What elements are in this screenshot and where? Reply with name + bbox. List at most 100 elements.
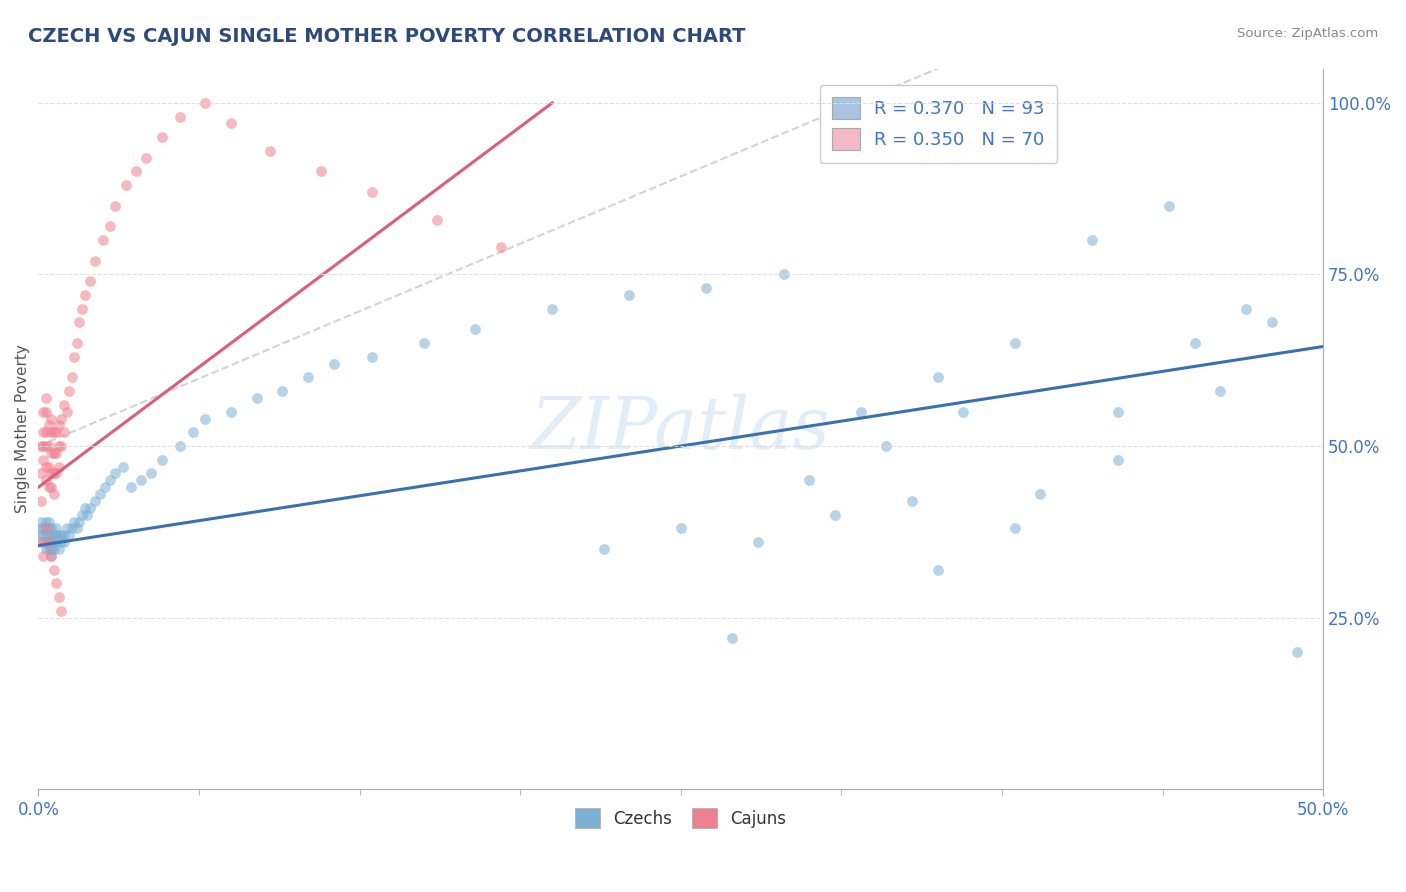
Point [55, 521, 77, 535]
Point [141, 467, 163, 481]
Point [32, 405, 55, 419]
Point [73, 500, 96, 515]
Point [259, 144, 281, 158]
Point [120, 480, 142, 494]
Point [35, 439, 58, 453]
Point [30, 515, 52, 529]
Point [35, 535, 58, 549]
Point [38, 521, 60, 535]
Y-axis label: Single Mother Poverty: Single Mother Poverty [15, 344, 30, 513]
Point [89, 487, 111, 501]
Point [69, 316, 91, 330]
Point [169, 110, 191, 124]
Point [42, 487, 65, 501]
Point [747, 535, 769, 549]
Point [32, 521, 55, 535]
Point [38, 439, 60, 453]
Point [38, 528, 60, 542]
Point [48, 528, 70, 542]
Point [194, 411, 217, 425]
Legend: Czechs, Cajuns: Czechs, Cajuns [568, 801, 793, 835]
Point [51, 439, 73, 453]
Point [695, 281, 717, 295]
Point [38, 515, 60, 529]
Point [39, 425, 62, 440]
Point [901, 494, 924, 508]
Point [66, 336, 89, 351]
Point [38, 459, 60, 474]
Point [721, 631, 744, 645]
Point [48, 459, 70, 474]
Point [39, 521, 62, 535]
Point [73, 288, 96, 302]
Point [38, 418, 60, 433]
Point [1004, 521, 1026, 535]
Point [51, 528, 73, 542]
Point [361, 185, 384, 199]
Point [30, 467, 52, 481]
Point [32, 439, 55, 453]
Point [135, 151, 157, 165]
Point [32, 528, 55, 542]
Point [799, 474, 821, 488]
Point [45, 576, 67, 591]
Point [927, 563, 949, 577]
Point [169, 439, 191, 453]
Point [246, 391, 269, 405]
Point [30, 494, 52, 508]
Point [42, 563, 65, 577]
Point [42, 425, 65, 440]
Point [39, 480, 62, 494]
Point [45, 467, 67, 481]
Point [297, 370, 319, 384]
Point [219, 405, 242, 419]
Point [1004, 336, 1026, 351]
Point [91, 233, 114, 247]
Point [39, 411, 62, 425]
Point [76, 508, 98, 522]
Point [426, 212, 449, 227]
Point [51, 411, 73, 425]
Point [952, 405, 974, 419]
Point [45, 535, 67, 549]
Point [1209, 384, 1232, 398]
Point [1157, 199, 1180, 213]
Text: ZIPatlas: ZIPatlas [531, 393, 831, 464]
Point [489, 240, 512, 254]
Point [30, 528, 52, 542]
Point [39, 549, 62, 563]
Point [35, 541, 58, 556]
Point [129, 474, 152, 488]
Point [58, 528, 80, 542]
Point [38, 541, 60, 556]
Point [875, 439, 897, 453]
Point [30, 535, 52, 549]
Point [849, 405, 872, 419]
Point [42, 446, 65, 460]
Point [1107, 452, 1129, 467]
Point [48, 418, 70, 433]
Text: Source: ZipAtlas.com: Source: ZipAtlas.com [1237, 27, 1378, 40]
Point [181, 425, 204, 440]
Point [70, 301, 93, 316]
Point [53, 535, 76, 549]
Point [464, 322, 486, 336]
Point [66, 521, 89, 535]
Point [1261, 316, 1284, 330]
Point [150, 130, 173, 145]
Point [1234, 301, 1257, 316]
Point [60, 521, 83, 535]
Point [104, 199, 127, 213]
Point [35, 521, 58, 535]
Point [51, 535, 73, 549]
Point [669, 521, 692, 535]
Point [48, 541, 70, 556]
Point [94, 480, 117, 494]
Point [541, 301, 564, 316]
Point [45, 528, 67, 542]
Point [39, 528, 62, 542]
Point [30, 439, 52, 453]
Point [271, 384, 294, 398]
Point [39, 535, 62, 549]
Point [125, 164, 148, 178]
